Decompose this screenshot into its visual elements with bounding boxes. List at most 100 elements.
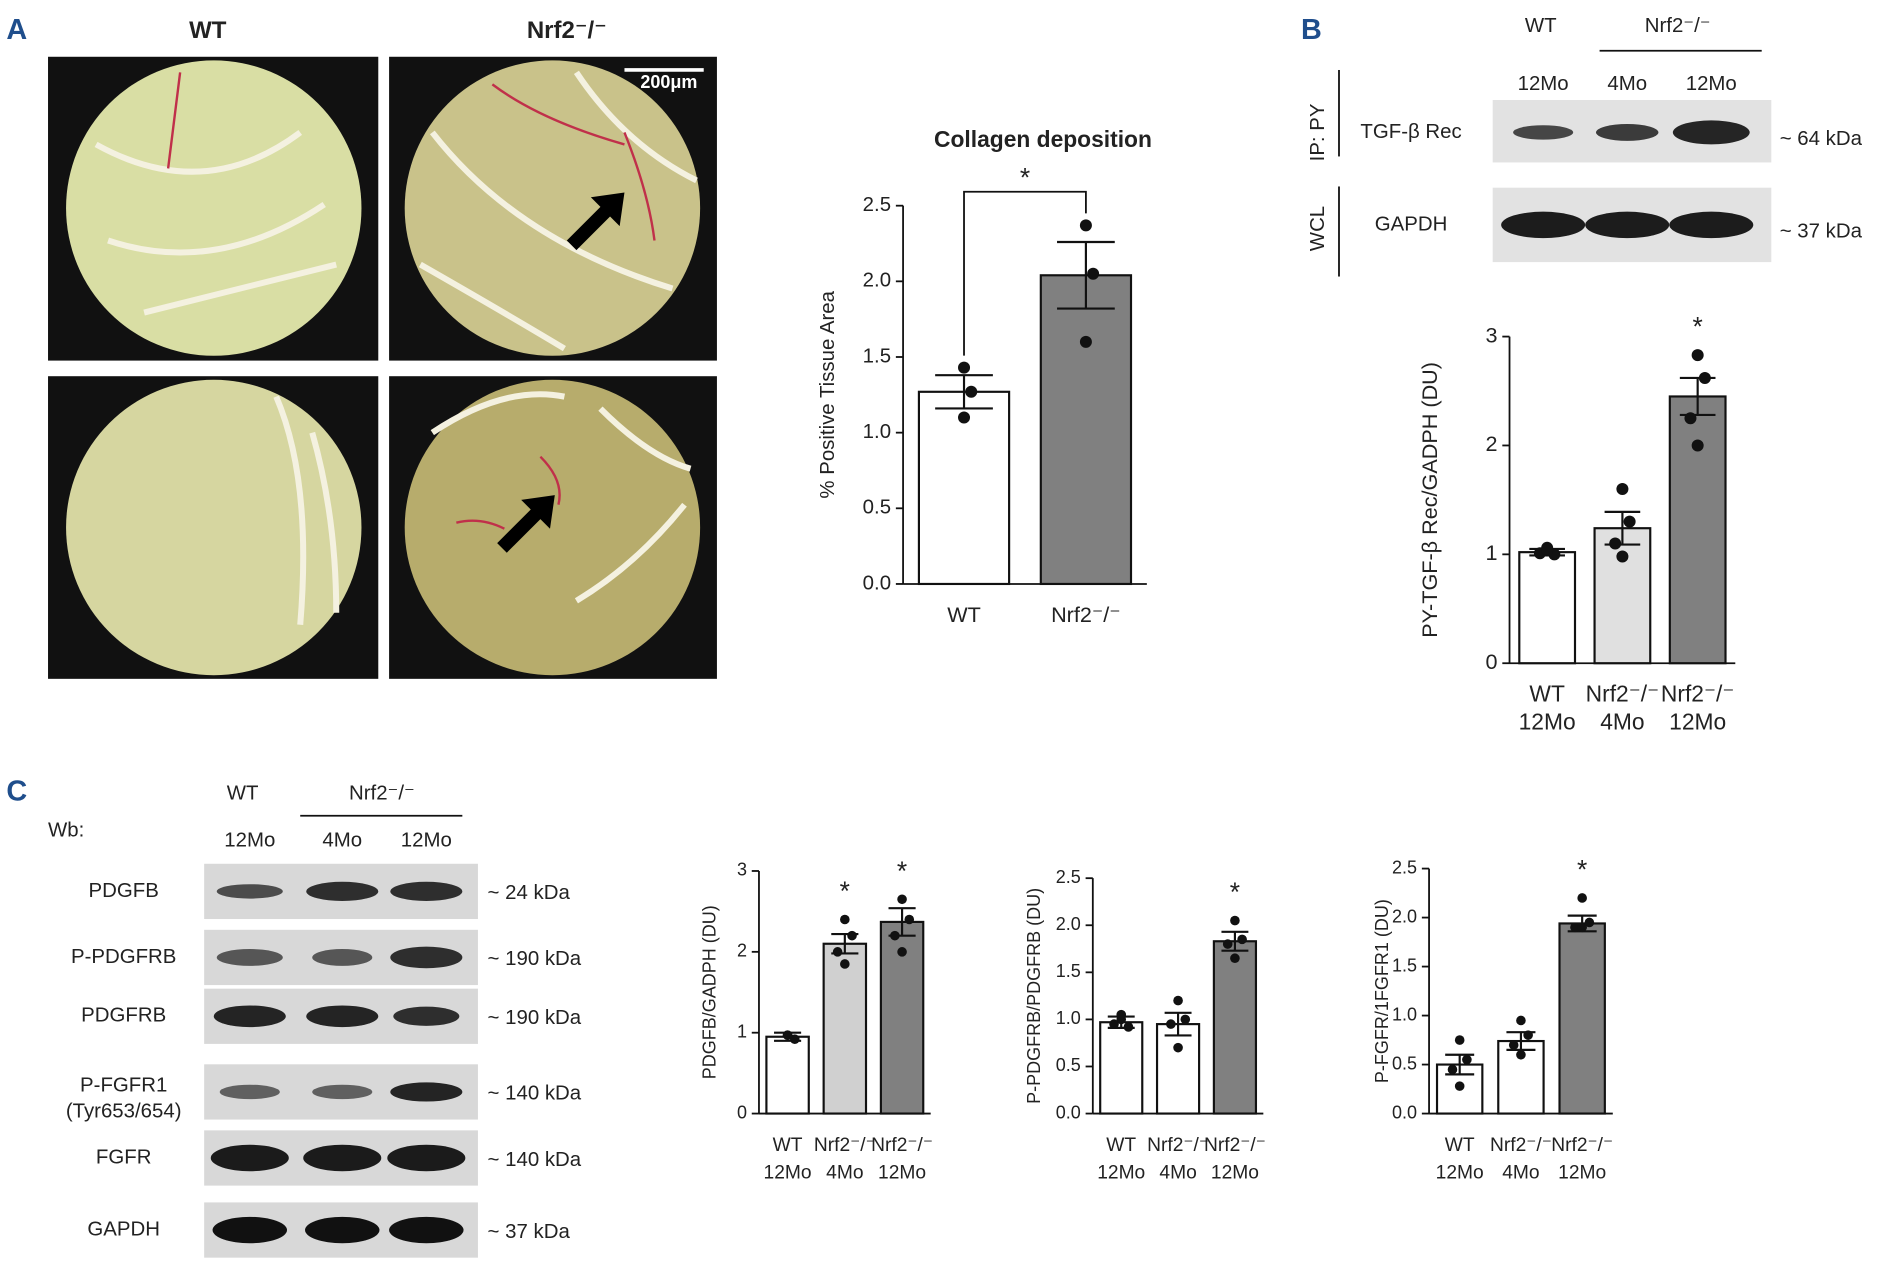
y-tick-label: 3 [1485, 322, 1497, 347]
lane-label: 12Mo [1686, 73, 1737, 95]
x-tick-label: 12Mo [1519, 708, 1576, 734]
data-point [840, 959, 850, 969]
x-tick-label: Nrf2⁻/⁻ [1204, 1135, 1266, 1156]
significance: * [1020, 163, 1030, 193]
row-label: TGF-β Rec [1360, 121, 1461, 143]
bar [1558, 922, 1606, 1115]
tissue [404, 379, 701, 676]
error-bar [1164, 1011, 1192, 1037]
micrographs: 200μm WT Nrf2⁻/⁻ [48, 17, 717, 679]
significance: * [1693, 312, 1703, 342]
group-label: WT [227, 783, 259, 805]
significance: * [897, 856, 907, 886]
row-size: ~ 190 kDa [488, 948, 582, 970]
data-point [1116, 1009, 1127, 1020]
row-size: ~ 64 kDa [1780, 128, 1863, 150]
x-tick-label: Nrf2⁻/⁻ [1551, 1135, 1613, 1156]
x-tick-label: 12Mo [1097, 1163, 1145, 1184]
x-tick-label: Nrf2⁻/⁻ [814, 1135, 876, 1156]
error-bar [1221, 930, 1249, 952]
y-tick-label: 1.0 [1392, 1004, 1417, 1024]
data-point [897, 947, 907, 957]
y-tick-label: 1.5 [863, 345, 891, 367]
data-point [1237, 934, 1247, 945]
data-point [890, 930, 900, 941]
band [213, 1005, 286, 1028]
x-tick-label: 4Mo [1159, 1163, 1196, 1184]
x-tick-label: 4Mo [826, 1163, 863, 1184]
x-tick-label: 12Mo [1558, 1163, 1606, 1184]
row-size: ~ 37 kDa [1780, 220, 1863, 242]
data-point [965, 385, 978, 398]
data-point [1577, 922, 1587, 933]
chart: 0.0 0.5 1.0 1.5 2.0 2.5 P-PDGFRB/PDGFRB (DU) WT… [1024, 867, 1266, 1184]
data-point [958, 361, 971, 374]
data-point [1508, 1040, 1519, 1050]
y-tick-label: 0.0 [1056, 1102, 1081, 1122]
data-point [1616, 483, 1629, 496]
fibers [94, 70, 698, 626]
y-tick-label: 0.5 [1392, 1053, 1417, 1073]
y-tick-label: 0.5 [1056, 1055, 1081, 1075]
x-tick-label: 12Mo [1669, 708, 1726, 734]
error-bar [1057, 240, 1115, 310]
data-point [1123, 1022, 1134, 1032]
band [303, 1144, 382, 1172]
bar [1212, 940, 1258, 1115]
y-tick-label: 2.5 [1056, 867, 1081, 887]
row-label: PDGFB [89, 880, 159, 902]
y-tick-label: 1.0 [1056, 1008, 1081, 1028]
x-tick-label: WT [773, 1135, 803, 1156]
data-point [1684, 412, 1697, 425]
tissue [404, 60, 701, 356]
arrow [497, 495, 555, 553]
band [1672, 120, 1750, 145]
row-label: P-FGFR1 [80, 1074, 167, 1096]
chart: 0.0 0.5 1.0 1.5 2.0 2.5 P-FGFR/1FGFR1 (DU) WT 12… [1372, 855, 1613, 1184]
data-point [782, 1030, 793, 1040]
band [216, 949, 283, 966]
y-tick-label: 2 [737, 941, 747, 961]
data-point [789, 1034, 800, 1044]
bar [917, 390, 1011, 586]
y-tick-label: 0 [737, 1102, 747, 1122]
band [306, 1005, 379, 1028]
lane-label: 12Mo [1518, 73, 1569, 95]
y-axis-label: P-PDGFRB/PDGFRB (DU) [1024, 888, 1044, 1104]
column-label: Nrf2⁻/⁻ [527, 17, 607, 44]
panel-label: A [6, 14, 27, 46]
data-point [1173, 1042, 1183, 1053]
data-point [1462, 1054, 1472, 1065]
data-point [1584, 917, 1595, 928]
band [1669, 211, 1754, 239]
lane-label: 12Mo [401, 829, 452, 851]
x-tick-label: Nrf2⁻/⁻ [871, 1135, 933, 1156]
tissue [66, 60, 362, 356]
data-point [1454, 1081, 1465, 1091]
y-tick-label: 3 [737, 860, 747, 880]
row-label: PDGFRB [81, 1005, 166, 1027]
row-size: ~ 24 kDa [488, 882, 571, 904]
lane-label: 4Mo [1607, 73, 1647, 95]
lane-label: 4Mo [322, 829, 362, 851]
bar [1155, 1023, 1201, 1115]
y-tick-label: 0.5 [863, 497, 891, 519]
y-tick-label: 1 [737, 1021, 747, 1041]
band [389, 1216, 464, 1244]
band [306, 881, 379, 901]
error-bar [1445, 1053, 1475, 1076]
data-point [1109, 1019, 1119, 1029]
scale-label: 200μm [640, 72, 697, 92]
group-label: Nrf2⁻/⁻ [349, 783, 415, 805]
data-point [1447, 1064, 1458, 1075]
data-point [1609, 537, 1622, 550]
band [210, 1144, 289, 1172]
bar [765, 1035, 810, 1115]
x-tick-label: Nrf2⁻/⁻ [1490, 1135, 1552, 1156]
x-tick-label: WT [1106, 1135, 1136, 1156]
x-tick-label: 4Mo [1502, 1163, 1539, 1184]
data-point [1230, 915, 1240, 926]
